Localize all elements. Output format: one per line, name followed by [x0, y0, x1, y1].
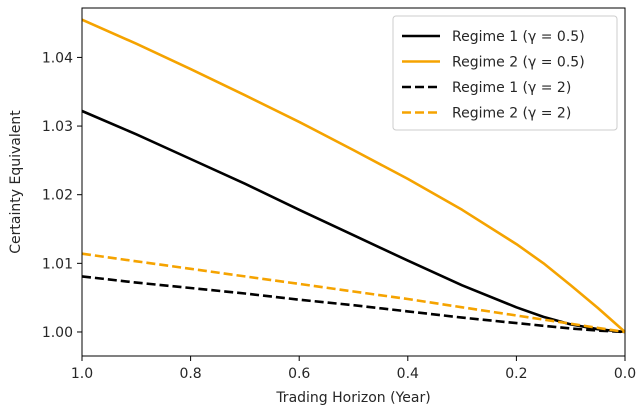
series-line-1 [81, 109, 626, 334]
legend-box [392, 15, 618, 131]
x-tick-label: 0.2 [505, 366, 527, 382]
series-lines [81, 18, 626, 334]
x-tick-label: 1.0 [71, 366, 93, 382]
x-tick-label: 0.6 [288, 366, 310, 382]
legend-label: Regime 2 (γ = 0.5) [452, 55, 585, 71]
x-axis-label: Trading Horizon (Year) [275, 390, 430, 406]
y-tick-label: 1.00 [42, 325, 73, 341]
y-tick-label: 1.04 [42, 50, 73, 66]
y-tick-label: 1.02 [42, 188, 73, 204]
x-axis-ticks: 1.0 0.8 0.6 0.4 0.2 0.0 [71, 356, 636, 382]
legend: Regime 1 (γ = 0.5) Regime 2 (γ = 0.5) Regi… [392, 15, 618, 131]
y-axis-ticks: 1.00 1.01 1.02 1.03 1.04 [42, 50, 82, 341]
series-line-2 [81, 18, 626, 333]
legend-label: Regime 1 (γ = 0.5) [452, 29, 585, 45]
x-tick-label: 0.8 [179, 366, 201, 382]
legend-label: Regime 1 (γ = 2) [452, 80, 571, 96]
series-line-3 [81, 275, 626, 334]
y-tick-label: 1.01 [42, 256, 73, 272]
plot-frame [81, 7, 626, 357]
series-line-4 [81, 252, 626, 334]
y-tick-label: 1.03 [42, 119, 73, 135]
legend-label: Regime 2 (γ = 2) [452, 106, 571, 122]
y-axis-label: Certainty Equivalent [8, 110, 24, 254]
x-tick-label: 0.4 [397, 366, 419, 382]
x-tick-label: 0.0 [614, 366, 636, 382]
